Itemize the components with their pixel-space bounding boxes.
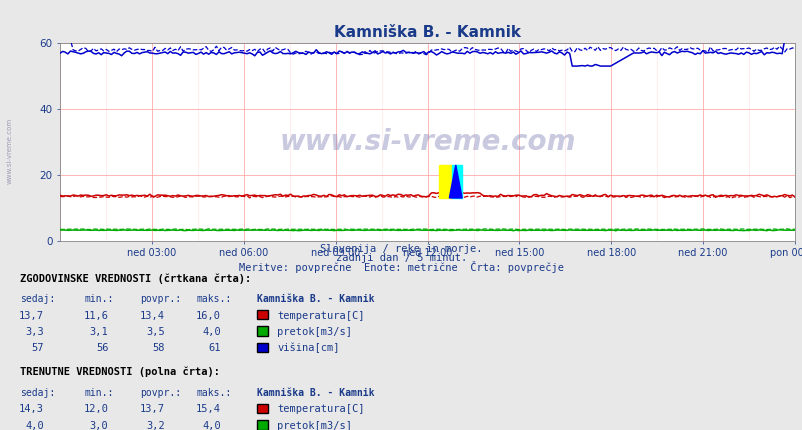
Text: 3,5: 3,5	[146, 327, 164, 337]
Text: 3,2: 3,2	[146, 421, 164, 430]
Text: temperatura[C]: temperatura[C]	[277, 310, 364, 321]
Title: Kamniška B. - Kamnik: Kamniška B. - Kamnik	[334, 25, 520, 40]
Text: 12,0: 12,0	[83, 404, 108, 415]
Text: pretok[m3/s]: pretok[m3/s]	[277, 421, 351, 430]
Polygon shape	[449, 165, 462, 198]
Text: Kamniška B. - Kamnik: Kamniška B. - Kamnik	[257, 388, 374, 398]
Text: 3,0: 3,0	[90, 421, 108, 430]
Text: 13,4: 13,4	[140, 310, 164, 321]
Text: 57: 57	[31, 343, 44, 353]
Text: 61: 61	[208, 343, 221, 353]
Text: www.si-vreme.com: www.si-vreme.com	[279, 128, 575, 156]
Text: ZGODOVINSKE VREDNOSTI (črtkana črta):: ZGODOVINSKE VREDNOSTI (črtkana črta):	[20, 273, 251, 284]
Text: maks.:: maks.:	[196, 388, 232, 398]
Text: min.:: min.:	[84, 294, 114, 304]
Text: TRENUTNE VREDNOSTI (polna črta):: TRENUTNE VREDNOSTI (polna črta):	[20, 367, 220, 378]
Text: 4,0: 4,0	[26, 421, 44, 430]
Text: povpr.:: povpr.:	[140, 388, 181, 398]
Text: povpr.:: povpr.:	[140, 294, 181, 304]
Text: 3,1: 3,1	[90, 327, 108, 337]
Bar	[452, 165, 462, 198]
Text: pretok[m3/s]: pretok[m3/s]	[277, 327, 351, 337]
Text: 14,3: 14,3	[19, 404, 44, 415]
Text: višina[cm]: višina[cm]	[277, 343, 339, 353]
Text: 4,0: 4,0	[202, 421, 221, 430]
Text: sedaj:: sedaj:	[20, 294, 55, 304]
Text: Kamniška B. - Kamnik: Kamniška B. - Kamnik	[257, 294, 374, 304]
Text: 3,3: 3,3	[26, 327, 44, 337]
Text: 58: 58	[152, 343, 164, 353]
Text: sedaj:: sedaj:	[20, 388, 55, 398]
Text: www.si-vreme.com: www.si-vreme.com	[6, 117, 13, 184]
Text: min.:: min.:	[84, 388, 114, 398]
Bar	[439, 165, 452, 198]
Text: maks.:: maks.:	[196, 294, 232, 304]
Text: 15,4: 15,4	[196, 404, 221, 415]
Text: 13,7: 13,7	[140, 404, 164, 415]
Text: zadnji dan / 5 minut.: zadnji dan / 5 minut.	[335, 253, 467, 263]
Text: 4,0: 4,0	[202, 327, 221, 337]
Text: 56: 56	[95, 343, 108, 353]
Text: 11,6: 11,6	[83, 310, 108, 321]
Text: Slovenija / reke in morje.: Slovenija / reke in morje.	[320, 243, 482, 254]
Text: temperatura[C]: temperatura[C]	[277, 404, 364, 415]
Text: Meritve: povprečne  Enote: metrične  Črta: povprečje: Meritve: povprečne Enote: metrične Črta:…	[239, 261, 563, 273]
Text: 13,7: 13,7	[19, 310, 44, 321]
Text: 16,0: 16,0	[196, 310, 221, 321]
